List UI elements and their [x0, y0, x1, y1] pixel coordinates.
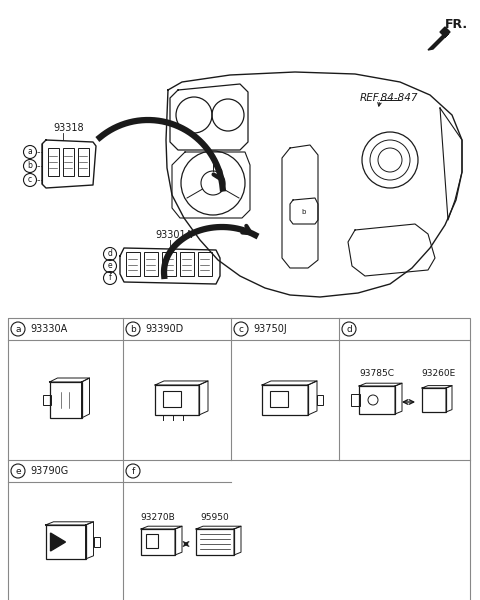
- Text: 93750J: 93750J: [253, 324, 287, 334]
- Text: 93785C: 93785C: [360, 369, 395, 378]
- Text: b: b: [130, 325, 136, 334]
- Bar: [180, 252, 194, 276]
- Text: 95950: 95950: [201, 513, 229, 522]
- Bar: [43, 395, 50, 405]
- Text: FR.: FR.: [445, 18, 468, 31]
- Text: 93301A: 93301A: [155, 230, 192, 240]
- Bar: [48, 148, 59, 176]
- Bar: [270, 391, 288, 407]
- Bar: [359, 386, 395, 414]
- Text: 93330A: 93330A: [30, 324, 67, 334]
- Bar: [46, 525, 85, 559]
- Bar: [146, 534, 158, 548]
- Bar: [351, 394, 360, 406]
- Text: a: a: [15, 325, 21, 334]
- Bar: [196, 529, 234, 555]
- Bar: [262, 385, 308, 415]
- Text: f: f: [132, 467, 134, 475]
- Text: a: a: [28, 148, 32, 157]
- Bar: [155, 385, 199, 415]
- Bar: [78, 148, 89, 176]
- Bar: [163, 391, 181, 407]
- Text: 93390D: 93390D: [145, 324, 183, 334]
- Text: 93270B: 93270B: [141, 513, 175, 522]
- Bar: [126, 252, 140, 276]
- Text: REF.84-847: REF.84-847: [360, 93, 419, 103]
- Text: b: b: [302, 209, 306, 215]
- Bar: [8, 318, 470, 600]
- Bar: [141, 529, 175, 555]
- Polygon shape: [50, 533, 65, 551]
- Text: e: e: [15, 467, 21, 475]
- Bar: [198, 252, 212, 276]
- Text: 93260E: 93260E: [422, 369, 456, 378]
- Text: c: c: [28, 175, 32, 185]
- Bar: [422, 388, 446, 412]
- Bar: [63, 148, 74, 176]
- Text: e: e: [108, 262, 112, 271]
- Bar: [94, 537, 99, 547]
- Polygon shape: [428, 27, 450, 50]
- Bar: [49, 382, 82, 418]
- Text: d: d: [346, 325, 352, 334]
- Bar: [317, 395, 323, 405]
- Text: 93790G: 93790G: [30, 466, 68, 476]
- Text: f: f: [108, 274, 111, 283]
- Bar: [144, 252, 158, 276]
- Text: d: d: [108, 250, 112, 259]
- Text: c: c: [239, 325, 243, 334]
- Text: b: b: [27, 161, 33, 170]
- Text: 93318: 93318: [53, 123, 84, 133]
- Bar: [162, 252, 176, 276]
